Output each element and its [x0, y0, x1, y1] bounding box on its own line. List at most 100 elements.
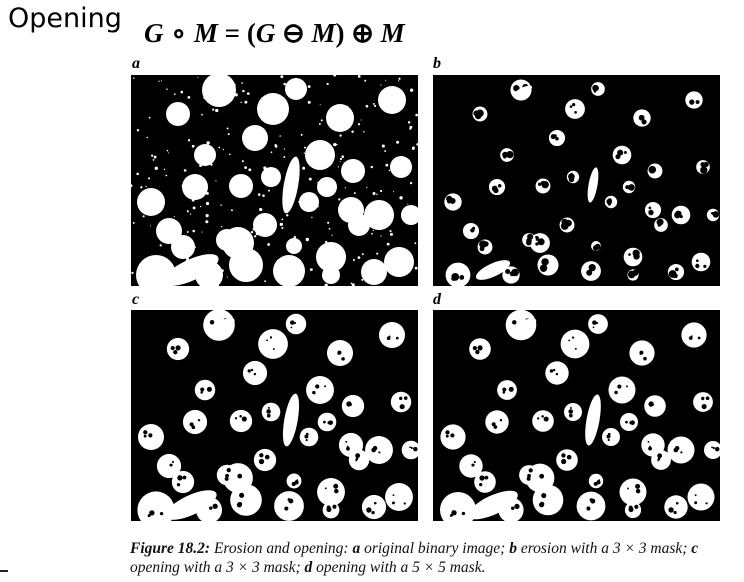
particle-hole	[371, 511, 375, 515]
particle-hole	[284, 506, 289, 511]
noise-speck	[274, 144, 277, 147]
noise-speck	[305, 237, 310, 242]
particle-hole	[694, 494, 697, 497]
particle-hole	[625, 420, 628, 424]
particle-hole	[191, 425, 196, 430]
noise-speck	[165, 174, 168, 177]
noise-speck	[241, 160, 244, 163]
noise-speck	[416, 143, 418, 146]
noise-speck	[192, 229, 196, 233]
particle-hole	[566, 454, 572, 460]
particle-blob	[485, 410, 509, 434]
noise-speck	[365, 104, 369, 108]
noise-speck	[201, 231, 203, 233]
noise-speck	[238, 251, 242, 255]
noise-speck	[199, 150, 203, 154]
particle-hole	[549, 369, 554, 373]
noise-speck	[414, 242, 417, 245]
noise-speck	[196, 263, 200, 267]
noise-speck	[221, 225, 223, 228]
noise-speck	[353, 159, 357, 162]
noise-speck	[142, 215, 145, 218]
noise-speck	[338, 198, 341, 201]
noise-speck	[379, 189, 383, 193]
noise-speck	[331, 113, 334, 116]
noise-speck	[241, 82, 243, 84]
particle-blob	[378, 321, 406, 349]
noise-speck	[227, 133, 230, 136]
noise-speck	[205, 201, 210, 206]
noise-speck	[338, 119, 342, 123]
particle-blob	[206, 82, 236, 100]
particle-hole	[327, 421, 331, 425]
noise-speck	[319, 104, 321, 106]
caption-letter-a: a	[352, 540, 361, 557]
particle-hole	[648, 446, 652, 451]
particle-blob	[165, 490, 217, 520]
noise-speck	[279, 222, 283, 227]
particle-hole	[253, 372, 257, 376]
particle-hole	[711, 446, 713, 449]
noise-speck	[386, 242, 390, 246]
particle-hole	[472, 346, 477, 351]
particle-hole	[502, 387, 507, 392]
noise-speck	[363, 130, 365, 133]
noise-speck	[205, 153, 208, 156]
particle-blob	[440, 492, 476, 521]
particle-blob	[253, 213, 277, 237]
particle-hole	[209, 506, 213, 510]
noise-speck	[150, 283, 152, 285]
particle-blob	[361, 259, 387, 285]
particle-hole	[569, 105, 573, 108]
noise-speck	[281, 226, 284, 230]
particle-hole	[657, 222, 662, 227]
noise-speck	[240, 101, 242, 104]
noise-speck	[166, 88, 168, 91]
particle-hole	[147, 514, 151, 518]
noise-speck	[293, 236, 297, 239]
particle-hole	[648, 206, 652, 210]
particle-hole	[569, 407, 572, 409]
particle-hole	[635, 488, 641, 494]
noise-speck	[255, 231, 260, 236]
particle-blob	[475, 260, 511, 280]
particle-hole	[641, 119, 647, 125]
particle-blob	[156, 453, 182, 479]
noise-speck	[215, 180, 217, 182]
particle-hole	[526, 237, 532, 244]
noise-speck	[324, 147, 328, 150]
formula-m-2: M	[311, 18, 336, 48]
particle-hole	[541, 258, 549, 266]
noise-speck	[159, 244, 162, 247]
particle-hole	[237, 501, 243, 507]
particle-hole	[673, 510, 677, 515]
formula-g: G	[144, 18, 164, 48]
particle-hole	[484, 475, 489, 480]
particle-hole	[571, 336, 575, 339]
particle-hole	[148, 433, 153, 438]
noise-speck	[146, 136, 149, 139]
noise-speck	[220, 204, 222, 206]
particle-hole	[266, 413, 271, 418]
particle-hole	[234, 417, 238, 420]
noise-speck	[250, 230, 254, 234]
noise-speck	[409, 88, 414, 92]
noise-speck	[316, 181, 318, 183]
particle-hole	[606, 434, 611, 439]
noise-speck	[406, 169, 409, 172]
noise-speck	[244, 166, 248, 170]
particle-hole	[450, 433, 455, 438]
slide-title: Opening	[8, 3, 122, 34]
noise-speck	[407, 203, 409, 205]
noise-speck	[395, 172, 399, 175]
panel-a-original-image	[131, 75, 418, 286]
particle-hole	[324, 487, 327, 490]
noise-speck	[212, 108, 215, 111]
particle-hole	[700, 166, 708, 174]
noise-speck	[407, 121, 411, 124]
noise-speck	[226, 127, 229, 130]
particle-hole	[586, 269, 593, 276]
noise-speck	[324, 283, 328, 286]
particle-hole	[628, 270, 635, 277]
particle-hole	[410, 446, 413, 450]
